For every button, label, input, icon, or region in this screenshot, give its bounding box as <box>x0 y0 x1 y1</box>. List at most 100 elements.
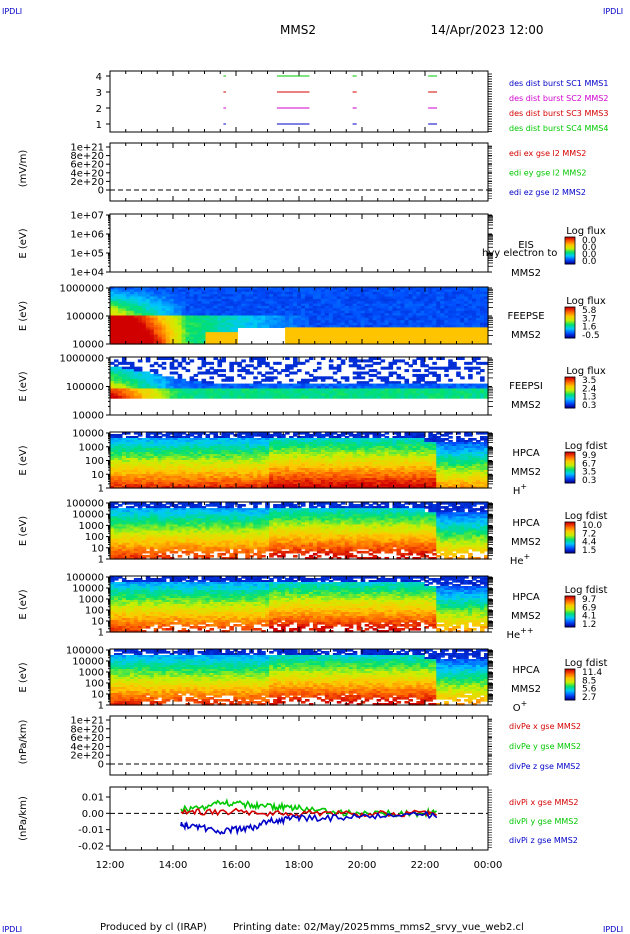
feepse-cell <box>408 329 413 333</box>
feepse-cell <box>229 294 234 298</box>
feepse-cell <box>221 329 226 333</box>
feepsi-cell <box>113 359 119 363</box>
feepsi-cell <box>308 378 314 382</box>
feepse-cell <box>133 320 139 324</box>
feepse-cell <box>348 310 354 314</box>
feepse-cell <box>340 287 346 290</box>
feepse-cell <box>225 310 230 314</box>
feepse-cell <box>205 291 211 295</box>
feepse-cell <box>169 325 175 328</box>
feepse-cell <box>129 322 135 326</box>
feepse-cell <box>137 310 143 314</box>
feepse-cell <box>293 322 298 326</box>
feepse-cell <box>229 296 234 300</box>
feepse-cell <box>237 320 242 324</box>
feepse-cell <box>328 287 334 290</box>
feepsi-cell <box>480 395 485 399</box>
feepse-cell <box>304 336 310 340</box>
feepse-cell <box>289 327 294 331</box>
feepse-cell <box>221 306 226 309</box>
feepse-cell <box>129 306 135 309</box>
feepsi-cell <box>332 395 338 399</box>
feepse-cell <box>177 334 183 338</box>
feepse-cell <box>304 289 310 293</box>
feepse-cell <box>396 325 402 328</box>
corner-label-top-left: IPDLI <box>2 7 22 16</box>
feepse-cell <box>157 303 163 307</box>
feepsi-cell <box>352 395 358 399</box>
feepse-cell <box>185 308 191 312</box>
feepsi-cell <box>344 378 350 382</box>
feepse-cell <box>125 315 131 319</box>
feepse-cell <box>110 310 115 314</box>
feepsi-cell <box>304 395 310 399</box>
feepse-cell <box>289 339 294 343</box>
feepsi-cell <box>456 395 461 399</box>
feepse-cell <box>328 317 334 321</box>
feepse-cell <box>277 294 282 298</box>
feepse-cell <box>324 341 330 345</box>
feepse-cell <box>372 291 378 295</box>
feepse-cell <box>201 291 207 295</box>
feepse-cell <box>117 308 123 312</box>
feepse-cell <box>217 310 223 314</box>
feepse-cell <box>169 301 175 305</box>
feepse-cell <box>320 310 326 314</box>
feepse-cell <box>320 341 326 345</box>
feepse-cell <box>277 291 282 295</box>
feepse-cell <box>392 322 398 326</box>
feepse-cell <box>209 325 215 328</box>
feepse-cell <box>201 310 207 314</box>
feepsi-cell <box>249 371 254 375</box>
feepse-cell <box>300 339 306 343</box>
edi-ytick-label: 8e+20 <box>70 151 104 162</box>
feepse-cell <box>169 336 175 340</box>
feepse-cell <box>245 303 250 307</box>
feepse-cell <box>213 334 219 338</box>
eis-colorbar-frame <box>564 236 576 265</box>
feepse-cell <box>364 336 370 340</box>
feepsi-cell <box>153 361 159 365</box>
feepse-cell <box>392 332 398 336</box>
feepse-cell <box>368 320 374 324</box>
feepse-cell <box>165 291 171 295</box>
feepse-cell <box>141 320 147 324</box>
feepse-cell <box>133 329 139 333</box>
feepse-cell <box>113 325 119 328</box>
feepse-cell <box>225 317 230 321</box>
feepse-cell <box>241 322 246 326</box>
feepse-cell <box>300 287 306 290</box>
feepse-cell <box>388 332 394 336</box>
feepse-cell <box>408 339 413 343</box>
feepse-cell <box>125 313 131 317</box>
feepse-cell <box>340 301 346 305</box>
feepse-cell <box>237 310 242 314</box>
feepsi-cell <box>273 376 278 380</box>
feepse-cell <box>328 320 334 324</box>
feepse-cell <box>110 329 115 333</box>
feepse-cell <box>364 329 370 333</box>
feepse-cell <box>261 313 266 317</box>
feepse-cell <box>133 289 139 293</box>
feepse-cell <box>117 303 123 307</box>
feepse-cell <box>316 320 322 324</box>
feepse-cell <box>297 313 302 317</box>
feepse-cell <box>304 341 310 345</box>
feepse-cell <box>161 313 167 317</box>
feepse-cell <box>336 287 342 290</box>
feepsi-cell <box>424 369 429 373</box>
feepse-cell <box>177 325 183 328</box>
feepsi-cell <box>408 395 413 399</box>
feepse-cell <box>141 310 147 314</box>
feepse-cell <box>129 325 135 328</box>
feepse-cell <box>153 298 159 302</box>
eis-colorbar-step <box>565 239 575 241</box>
feepse-cell <box>165 334 171 338</box>
feepse-cell <box>388 317 394 321</box>
feepse-cell <box>213 298 219 302</box>
feepse-cell <box>173 322 179 326</box>
feepse-cell <box>229 291 234 295</box>
feepse-cell <box>117 332 123 336</box>
feepsi-cell <box>129 395 135 399</box>
feepse-cell <box>368 298 374 302</box>
